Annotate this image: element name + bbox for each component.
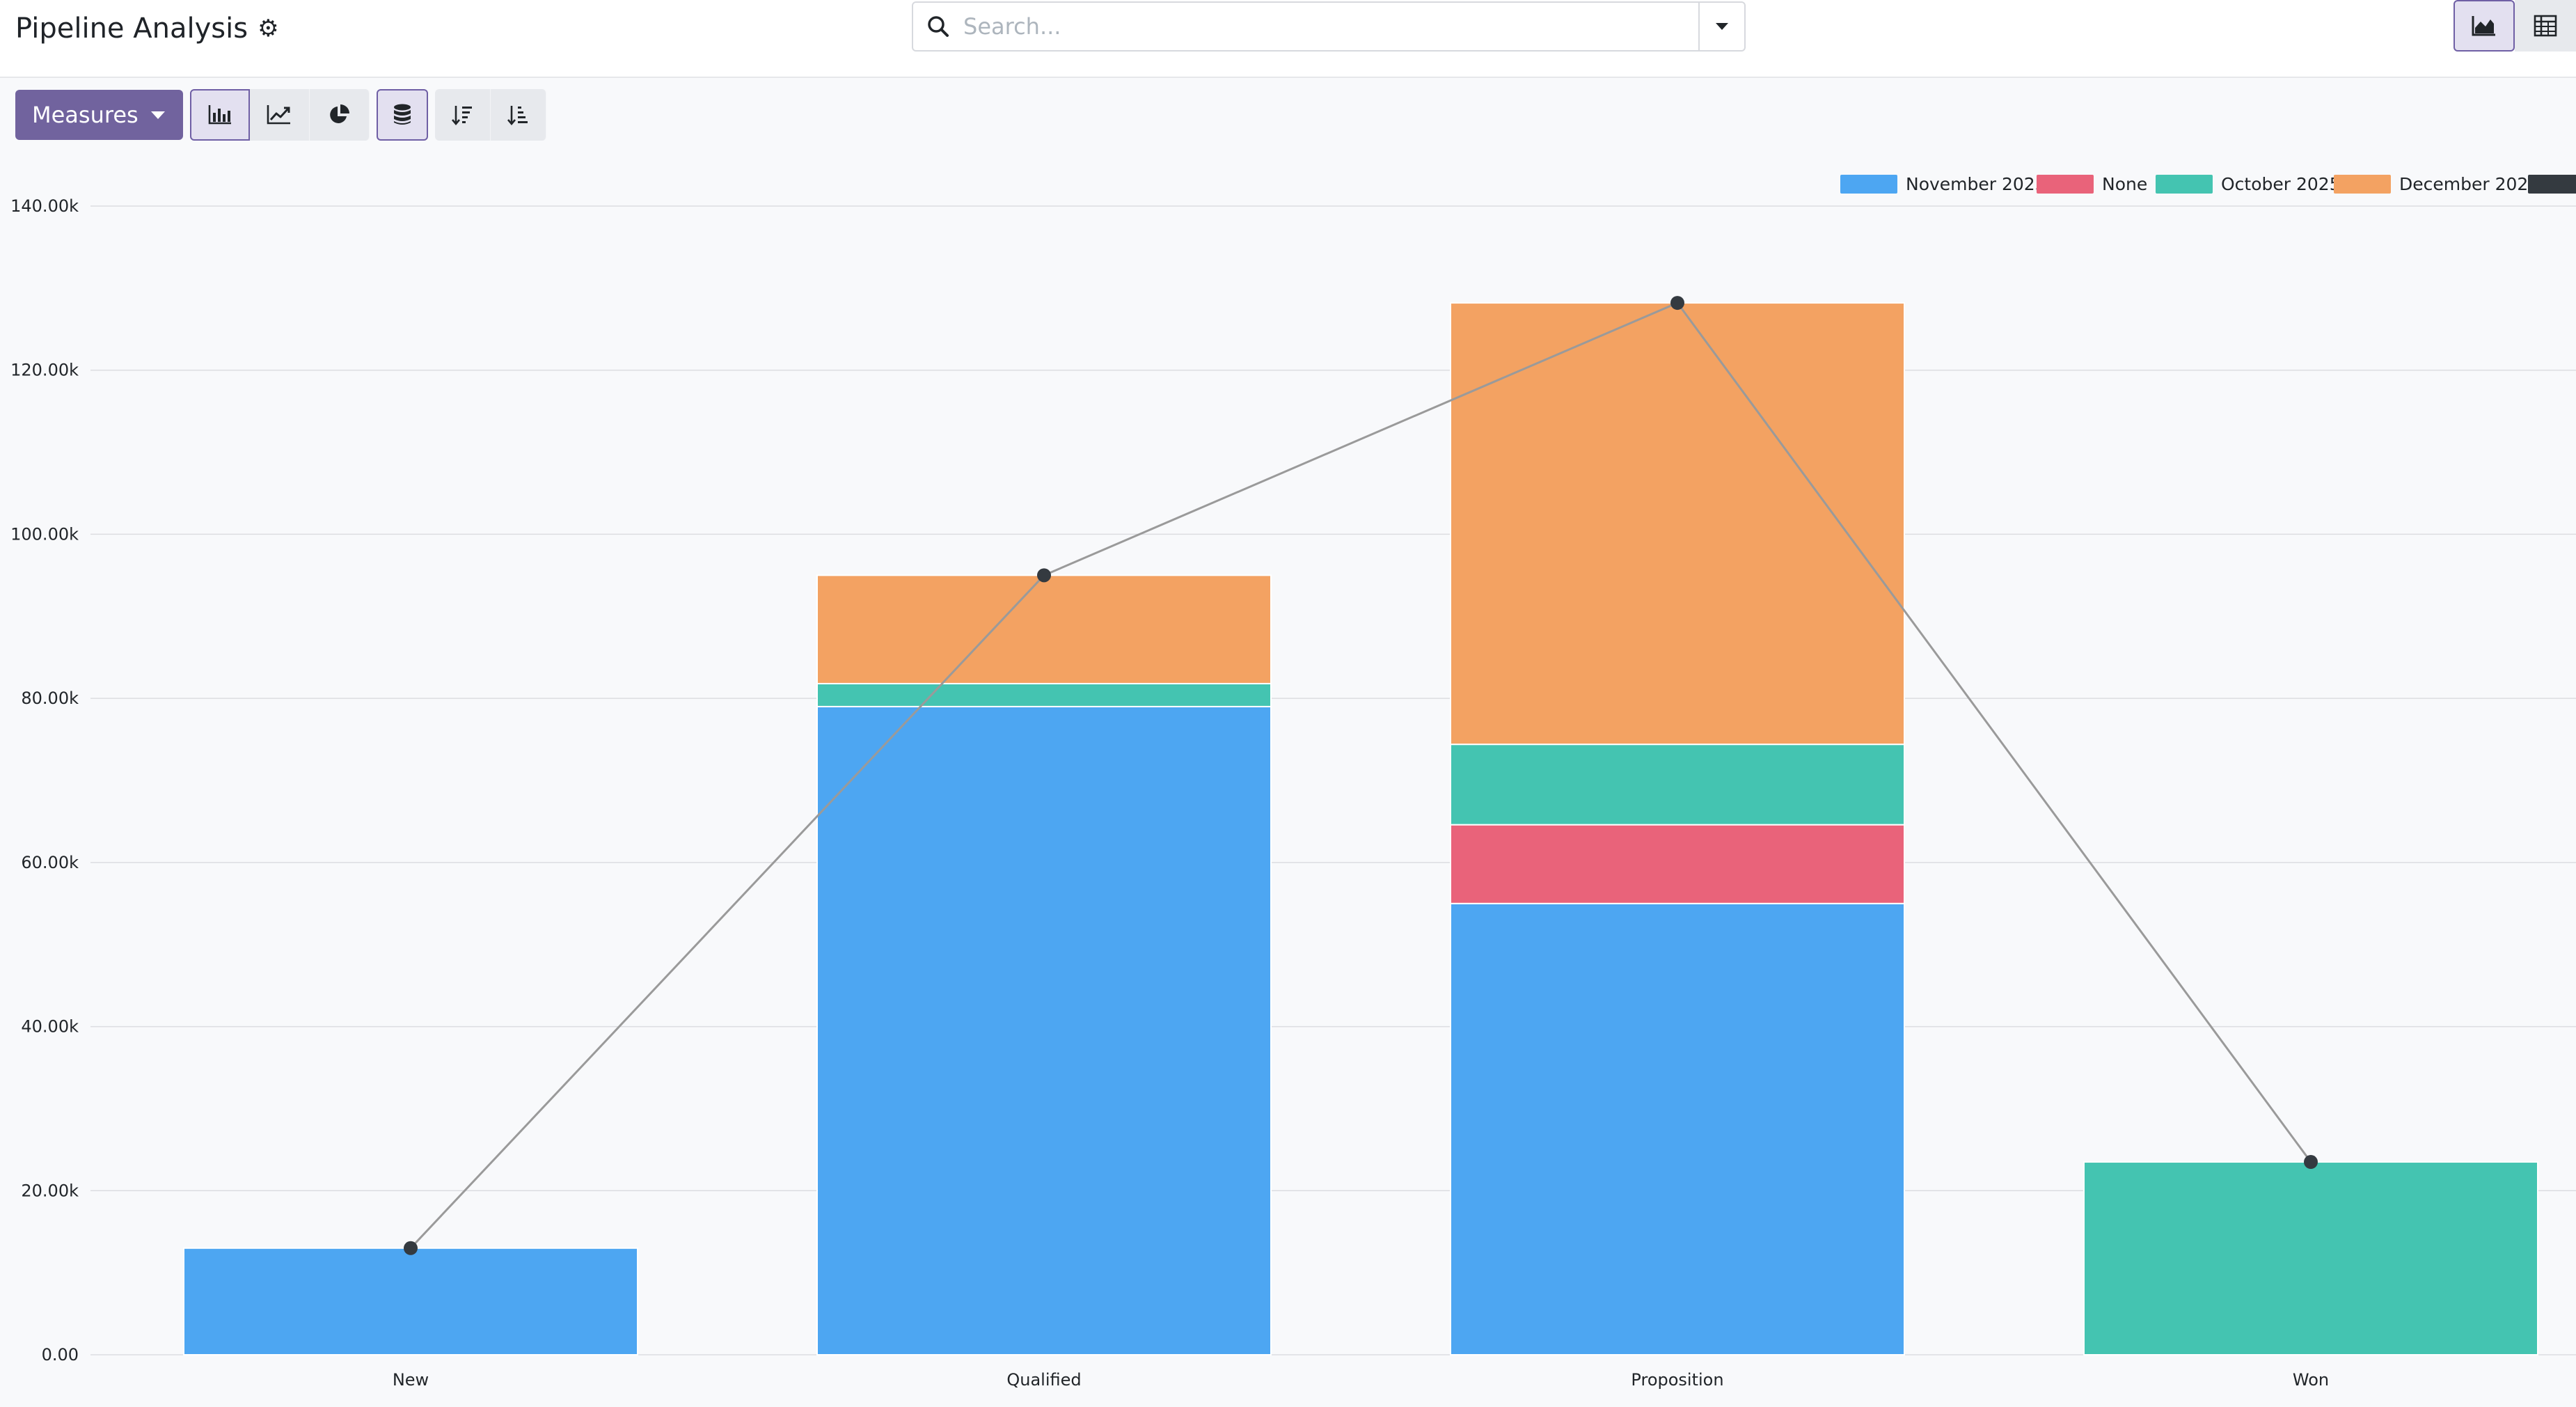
pivot-view-button[interactable] (2515, 0, 2576, 52)
y-tick-label: 140.00k (10, 196, 79, 216)
bar-segment[interactable] (183, 1247, 638, 1356)
legend-swatch[interactable] (2156, 175, 2213, 194)
table-icon (2534, 15, 2557, 37)
database-stack-icon (393, 104, 411, 125)
chart-type-group (189, 89, 370, 141)
x-tick-label: Proposition (1631, 1370, 1723, 1390)
graph-toolbar: Measures (15, 89, 546, 141)
line-point[interactable] (1670, 296, 1684, 311)
pipeline-chart[interactable]: 0.00 20.00k 40.00k 60.00k 80.00k 100.00k 120.0… (0, 160, 2576, 1407)
total-line (404, 296, 2318, 1255)
measures-label: Measures (32, 102, 139, 128)
sort-group (434, 89, 546, 141)
bar-series (183, 302, 2538, 1356)
y-tick-label: 0.00 (42, 1345, 79, 1365)
line-point[interactable] (404, 1241, 418, 1255)
sort-ascending-button[interactable] (490, 89, 546, 141)
measures-button[interactable]: Measures (15, 90, 183, 140)
pie-chart-button[interactable] (309, 89, 370, 141)
y-tick-label: 60.00k (21, 853, 79, 872)
bar-segment[interactable] (1450, 824, 1905, 904)
legend-label[interactable]: December 2025 (2399, 174, 2539, 194)
y-tick-label: 40.00k (21, 1017, 79, 1037)
sort-descending-button[interactable] (434, 89, 491, 141)
legend-label[interactable]: October 2025 (2221, 174, 2341, 194)
x-axis: New Qualified Proposition Won (393, 1370, 2329, 1390)
bar-segment[interactable] (816, 574, 1272, 684)
legend-label[interactable]: None (2102, 174, 2147, 194)
view-switcher (2453, 0, 2576, 53)
legend-swatch[interactable] (1840, 175, 1897, 194)
page-title: Pipeline Analysis (15, 13, 248, 45)
breadcrumb: Pipeline Analysis ⚙ (15, 11, 279, 46)
search-options-toggle[interactable] (1698, 3, 1744, 50)
bar-segment[interactable] (2083, 1161, 2538, 1356)
bar-segment[interactable] (1450, 902, 1905, 1356)
bar-segment[interactable] (1450, 744, 1905, 826)
bar-chart-button[interactable] (189, 89, 250, 141)
search-icon (913, 3, 963, 50)
x-tick-label: New (393, 1370, 429, 1390)
pie-chart-icon (330, 104, 350, 123)
line-point[interactable] (2304, 1155, 2318, 1170)
y-tick-label: 20.00k (21, 1181, 79, 1200)
bar-segment[interactable] (1450, 302, 1905, 746)
stack-group (376, 89, 428, 141)
legend-swatch[interactable] (2334, 175, 2391, 194)
area-chart-icon (2472, 16, 2495, 36)
legend: November 2025 None October 2025 December 20… (1840, 174, 2576, 194)
total-line-path (409, 301, 2312, 1249)
stacked-toggle-button[interactable] (376, 89, 428, 141)
line-chart-button[interactable] (249, 89, 310, 141)
y-tick-label: 100.00k (10, 524, 79, 544)
bar-segment[interactable] (816, 705, 1272, 1355)
x-tick-label: Won (2293, 1370, 2329, 1390)
line-chart-icon (267, 105, 291, 125)
search-input[interactable] (963, 6, 1698, 47)
y-tick-label: 80.00k (21, 689, 79, 708)
caret-down-icon (150, 111, 165, 119)
line-point[interactable] (1037, 568, 1051, 583)
legend-label[interactable]: November 2025 (1906, 174, 2046, 194)
y-tick-label: 120.00k (10, 361, 79, 380)
gear-icon[interactable]: ⚙ (258, 15, 279, 42)
caret-down-icon (1716, 23, 1728, 30)
bar-segment[interactable] (816, 682, 1272, 707)
control-panel: Pipeline Analysis ⚙ (0, 0, 2576, 78)
legend-swatch[interactable] (2037, 175, 2094, 194)
sort-ascending-icon (507, 106, 528, 126)
x-tick-label: Qualified (1006, 1370, 1081, 1390)
legend-swatch[interactable] (2528, 175, 2576, 194)
graph-view-button[interactable] (2453, 0, 2515, 52)
bar-chart-icon (208, 105, 231, 125)
search-bar (912, 1, 1746, 52)
sort-descending-icon (452, 106, 473, 126)
